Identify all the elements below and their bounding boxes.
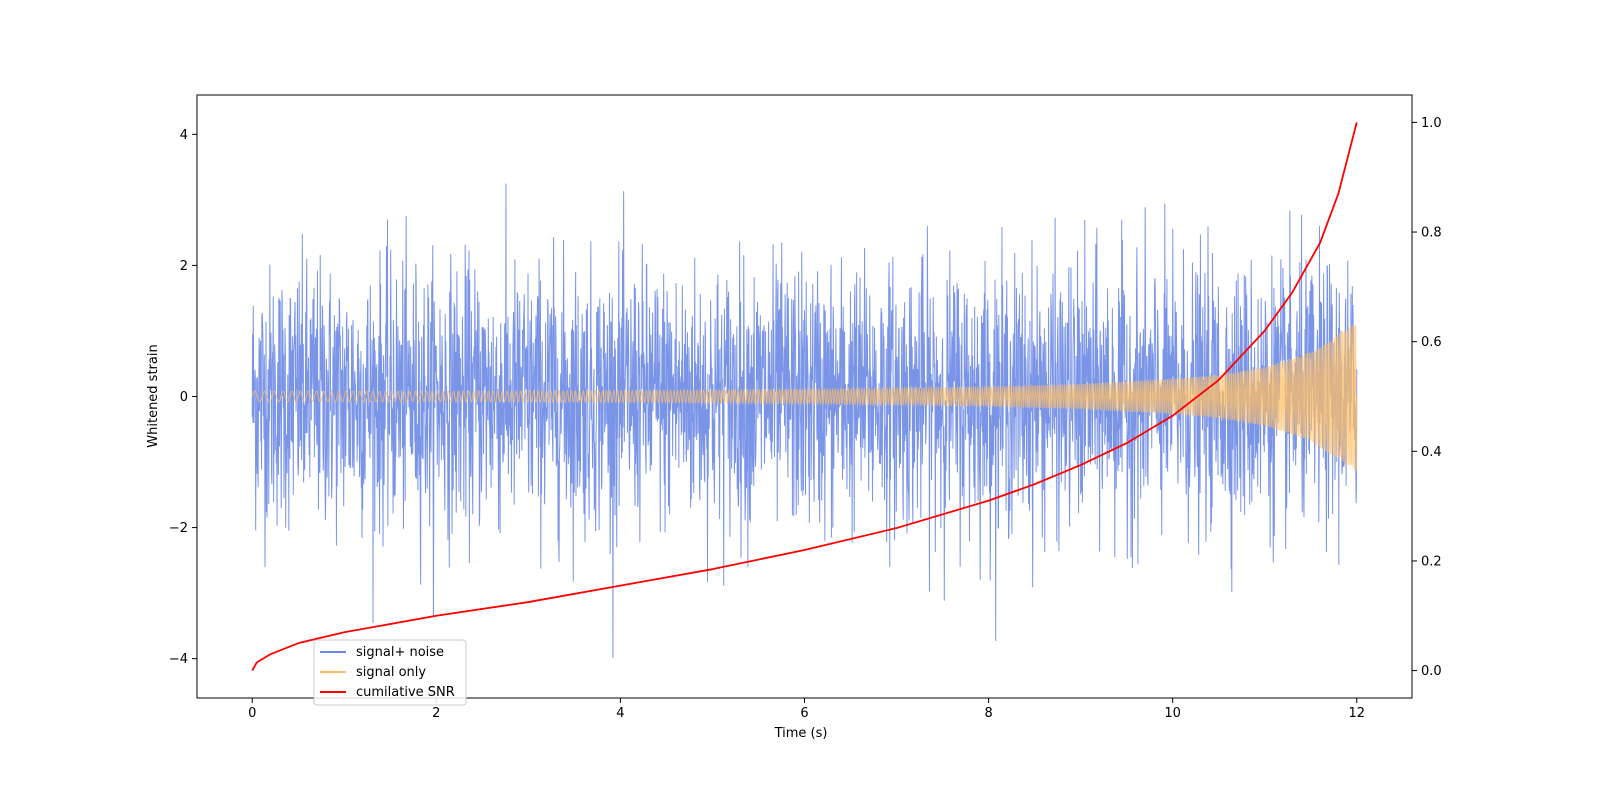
- x-tick-label: 10: [1164, 706, 1181, 721]
- y-tick-label: −2: [169, 521, 188, 536]
- plot-area: [251, 122, 1358, 672]
- legend: signal+ noise signal only cumilative SNR: [313, 639, 467, 706]
- y-tick-label: −4: [169, 652, 188, 667]
- x-axis-label: Time (s): [774, 726, 828, 741]
- y2-tick-label: 0.6: [1421, 335, 1442, 350]
- y-tick-label: 4: [180, 128, 188, 143]
- x-tick-label: 0: [248, 706, 256, 721]
- legend-box: [313, 639, 467, 706]
- y-axis-right: 0.0 0.2 0.4 0.6 0.8 1.0: [1412, 116, 1442, 679]
- y-tick-label: 0: [180, 390, 188, 405]
- y2-tick-label: 0.4: [1421, 445, 1442, 460]
- y2-tick-label: 0.8: [1421, 226, 1442, 241]
- y2-tick-label: 1.0: [1421, 116, 1442, 131]
- series-signal-noise: [251, 183, 1358, 658]
- x-tick-label: 4: [616, 706, 624, 721]
- y2-tick-label: 0.0: [1421, 664, 1442, 679]
- legend-label-cumulative-snr: cumilative SNR: [356, 685, 455, 700]
- x-tick-label: 8: [984, 706, 992, 721]
- y-tick-label: 2: [180, 259, 188, 274]
- y-axis-left: −4 −2 0 2 4: [169, 128, 197, 667]
- y-axis-label: Whitened strain: [146, 344, 161, 447]
- y2-tick-label: 0.2: [1421, 554, 1442, 569]
- series-cumulative-snr: [251, 122, 1358, 672]
- legend-label-signal-noise: signal+ noise: [356, 645, 444, 660]
- x-tick-label: 2: [432, 706, 440, 721]
- x-tick-label: 6: [800, 706, 808, 721]
- series-signal-only: [251, 324, 1358, 471]
- x-tick-label: 12: [1348, 706, 1365, 721]
- legend-label-signal-only: signal only: [356, 665, 426, 680]
